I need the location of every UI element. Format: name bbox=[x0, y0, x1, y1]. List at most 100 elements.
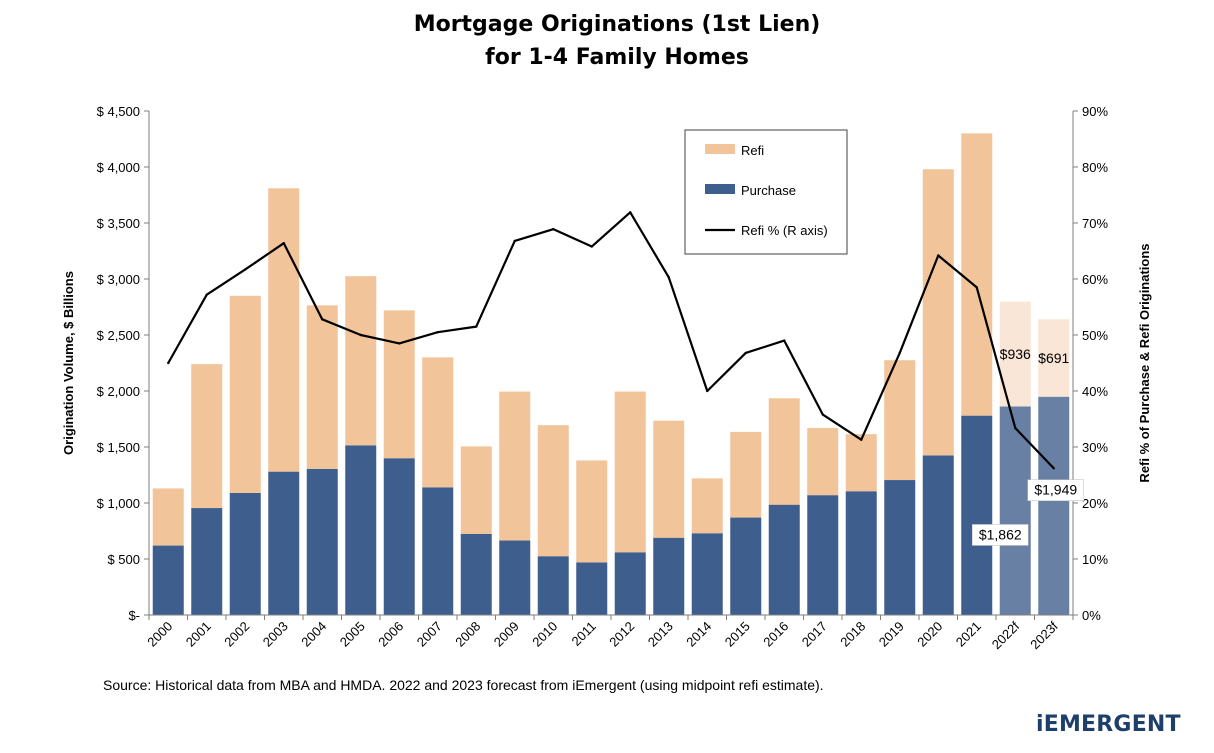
x-tick-label-2007: 2007 bbox=[414, 619, 445, 650]
refi-bar-2013 bbox=[653, 420, 685, 538]
purchase-bar-2014 bbox=[691, 533, 723, 615]
purchase-bar-2010 bbox=[537, 556, 569, 615]
purchase-bar-2021 bbox=[961, 415, 993, 615]
x-tick-label-2000: 2000 bbox=[144, 619, 175, 650]
data-labels-layer: $936 $691 $1,862 $1,949 bbox=[972, 346, 1084, 546]
refi-pct-point-2007 bbox=[436, 331, 439, 334]
data-label-2022f-refi: $936 bbox=[1000, 346, 1031, 362]
refi-pct-point-2021 bbox=[975, 286, 978, 289]
x-tick-label-2006: 2006 bbox=[375, 619, 406, 650]
purchase-bar-2013 bbox=[653, 537, 685, 615]
data-label-2022f-purchase: $1,862 bbox=[979, 526, 1022, 542]
right-tick-label-50: 50% bbox=[1082, 328, 1108, 343]
refi-pct-point-2002 bbox=[244, 268, 247, 271]
x-tick-label-2021: 2021 bbox=[953, 619, 984, 650]
legend: Refi Purchase Refi % (R axis) bbox=[684, 129, 848, 255]
x-tick-label-2002: 2002 bbox=[221, 619, 252, 650]
purchase-bar-2018 bbox=[845, 491, 877, 615]
chart-title-line-1: Mortgage Originations (1st Lien) bbox=[413, 12, 821, 37]
refi-bar-2014 bbox=[691, 478, 723, 534]
purchase-bar-2006 bbox=[383, 458, 415, 615]
refi-bar-2019 bbox=[884, 360, 916, 481]
refi-bar-2011 bbox=[576, 460, 608, 563]
purchase-bar-2015 bbox=[730, 517, 762, 615]
refi-bar-2017 bbox=[807, 427, 839, 496]
refi-pct-point-2011 bbox=[590, 245, 593, 248]
x-tick-label-2001: 2001 bbox=[183, 619, 214, 650]
refi-bar-2004 bbox=[306, 305, 338, 469]
x-tick-label-2016: 2016 bbox=[760, 619, 791, 650]
refi-pct-point-2022f bbox=[1014, 426, 1017, 430]
refi-bar-2008 bbox=[460, 446, 492, 534]
purchase-bar-2022f bbox=[999, 406, 1031, 615]
x-tick-label-2003: 2003 bbox=[260, 619, 291, 650]
purchase-bar-2008 bbox=[460, 533, 492, 615]
refi-bar-2000 bbox=[152, 488, 184, 546]
right-tick-label-90: 90% bbox=[1082, 104, 1108, 119]
x-tick-label-2020: 2020 bbox=[914, 619, 945, 650]
right-tick-label-10: 10% bbox=[1082, 552, 1108, 567]
refi-bar-2007 bbox=[422, 357, 454, 488]
purchase-bar-2002 bbox=[229, 492, 261, 615]
iemergent-logo: iEMERGENT bbox=[1036, 712, 1181, 737]
refi-pct-point-2000 bbox=[167, 361, 170, 365]
x-tick-label-2019: 2019 bbox=[876, 619, 907, 650]
right-tick-label-70: 70% bbox=[1082, 216, 1108, 231]
purchase-bar-2000 bbox=[152, 545, 184, 615]
x-tick-label-2018: 2018 bbox=[837, 619, 868, 650]
purchase-bar-2016 bbox=[768, 504, 800, 615]
purchase-bar-2019 bbox=[884, 480, 916, 615]
x-tick-label-2004: 2004 bbox=[298, 619, 329, 650]
x-tick-label-2015: 2015 bbox=[722, 619, 753, 650]
x-tick-label-2013: 2013 bbox=[645, 619, 676, 650]
purchase-bar-2001 bbox=[191, 508, 223, 615]
refi-bar-2003 bbox=[268, 188, 300, 472]
data-label-2023f-purchase: $1,949 bbox=[1034, 482, 1077, 498]
refi-pct-line bbox=[167, 211, 1055, 470]
refi-bar-2018 bbox=[845, 434, 877, 492]
chart-title: Mortgage Originations (1st Lien) for 1-4… bbox=[0, 8, 1214, 74]
purchase-bar-2023f bbox=[1038, 396, 1070, 615]
refi-bar-2009 bbox=[499, 391, 531, 541]
data-label-box-2023f-purchase bbox=[1027, 479, 1084, 501]
refi-bar-2023f bbox=[1038, 319, 1070, 397]
data-label-box-2022f-purchase bbox=[972, 524, 1029, 546]
right-tick-label-30: 30% bbox=[1082, 440, 1108, 455]
legend-label-0: Refi bbox=[741, 143, 764, 158]
purchase-bar-2007 bbox=[422, 487, 454, 615]
x-tick-label-2009: 2009 bbox=[491, 619, 522, 650]
refi-pct-point-2016 bbox=[783, 339, 786, 342]
refi-bar-2012 bbox=[614, 391, 646, 553]
left-tick-label-1500: $ 1,500 bbox=[97, 440, 140, 455]
x-tick-label-2005: 2005 bbox=[337, 619, 368, 650]
x-tick-label-2014: 2014 bbox=[683, 619, 714, 650]
x-tick-label-2012: 2012 bbox=[606, 619, 637, 650]
refi-pct-point-2013 bbox=[667, 276, 670, 279]
refi-bar-2016 bbox=[768, 398, 800, 505]
refi-pct-point-2018 bbox=[860, 438, 863, 441]
x-tick-label-2023f: 2023f bbox=[1027, 618, 1061, 652]
refi-pct-point-2019 bbox=[898, 351, 901, 355]
data-label-2023f-refi: $691 bbox=[1038, 350, 1069, 366]
refi-pct-point-2003 bbox=[282, 241, 285, 245]
right-tick-label-40: 40% bbox=[1082, 384, 1108, 399]
purchase-bar-2003 bbox=[268, 471, 300, 615]
x-tick-label-2011: 2011 bbox=[568, 619, 598, 649]
legend-swatch-purchase bbox=[705, 184, 735, 194]
left-tick-label-4500: $ 4,500 bbox=[97, 104, 140, 119]
legend-label-1: Purchase bbox=[741, 183, 796, 198]
right-tick-label-0: 0% bbox=[1082, 608, 1101, 623]
purchase-bar-2012 bbox=[614, 552, 646, 615]
x-tick-label-2022f: 2022f bbox=[989, 618, 1023, 652]
right-tick-label-20: 20% bbox=[1082, 496, 1108, 511]
refi-pct-point-2006 bbox=[398, 342, 401, 345]
refi-pct-point-2020 bbox=[937, 254, 940, 257]
refi-pct-point-2004 bbox=[321, 318, 324, 321]
right-tick-label-60: 60% bbox=[1082, 272, 1108, 287]
refi-pct-point-2008 bbox=[475, 325, 478, 328]
right-tick-label-80: 80% bbox=[1082, 160, 1108, 175]
x-tick-label-2008: 2008 bbox=[452, 619, 483, 650]
refi-pct-point-2014 bbox=[706, 389, 709, 393]
refi-bar-2015 bbox=[730, 431, 762, 518]
